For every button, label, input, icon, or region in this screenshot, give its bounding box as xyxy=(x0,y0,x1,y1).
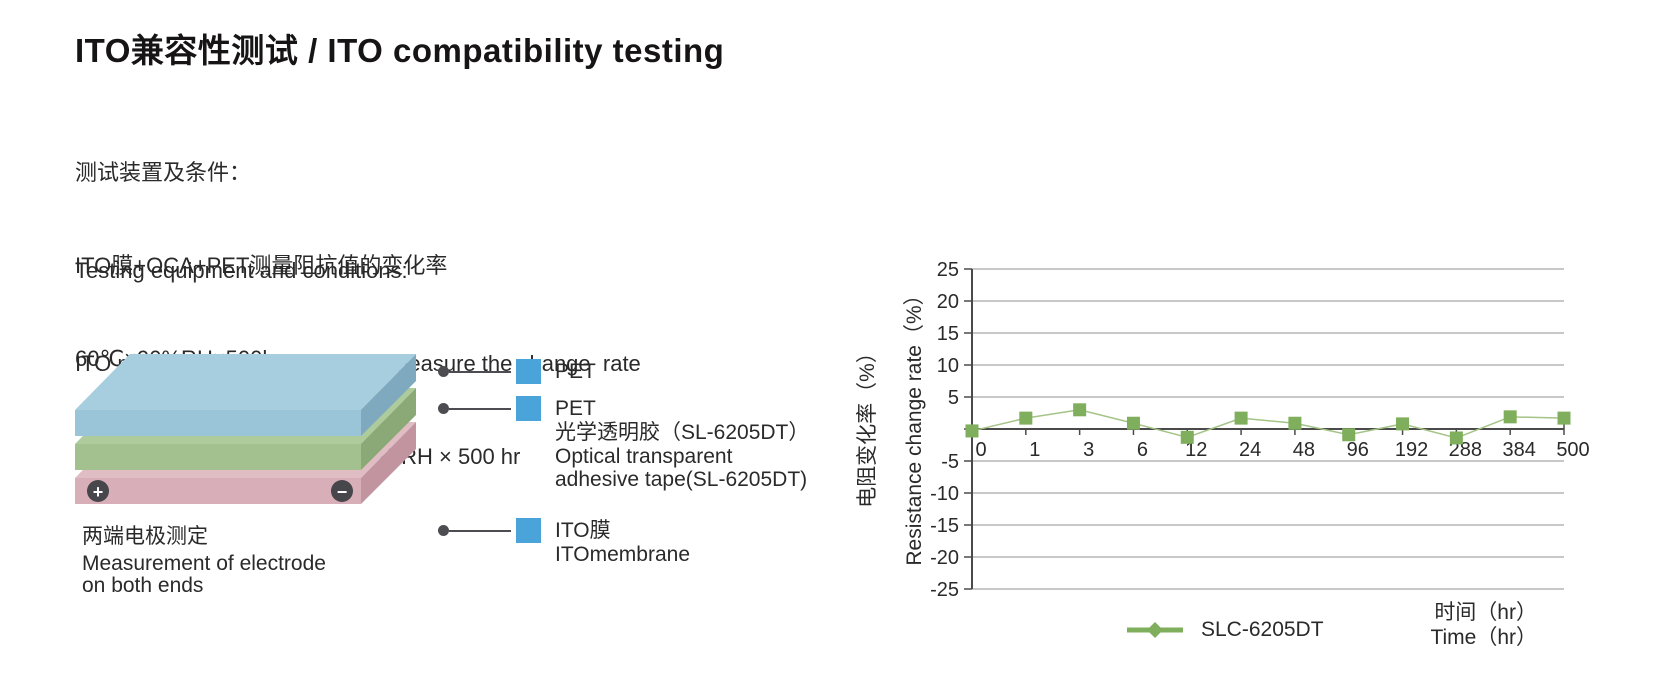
svg-text:5: 5 xyxy=(948,387,959,409)
legend-color-swatch xyxy=(516,518,541,543)
y-axis-label-en: Resistance change rate（%） xyxy=(903,284,926,566)
diagram-caption-en-line2: on both ends xyxy=(82,574,204,597)
conditions-en-line1: Testing equipment and conditions: xyxy=(75,258,408,283)
x-axis-label: 时间（hr） Time（hr） xyxy=(1430,600,1537,650)
svg-text:-10: -10 xyxy=(930,483,959,505)
svg-text:192: 192 xyxy=(1395,439,1428,461)
svg-text:500: 500 xyxy=(1556,439,1589,461)
electrode-minus-icon xyxy=(331,480,353,502)
callout-label: ITO膜 xyxy=(555,519,611,542)
electrode-plus-sign: + xyxy=(93,482,104,502)
svg-text:15: 15 xyxy=(937,323,959,345)
callout-row-ito: ITO膜 ITOmembrane xyxy=(438,518,690,567)
svg-text:20: 20 xyxy=(937,291,959,313)
svg-text:48: 48 xyxy=(1293,439,1315,461)
chart-legend: SLC-6205DT xyxy=(1127,618,1324,642)
svg-text:-5: -5 xyxy=(941,451,959,473)
electrode-minus-sign: − xyxy=(337,482,348,502)
legend-color-swatch xyxy=(516,359,541,384)
svg-text:25: 25 xyxy=(937,259,959,281)
diagram-caption-en-line1: Measurement of electrode xyxy=(82,552,326,575)
legend-color-swatch xyxy=(516,396,541,421)
conditions-zh-line2: ITO膜+OCA+PET测量阻抗值的变化率 xyxy=(75,253,448,278)
chart-plot: 25 20 15 10 5 -5 -10 -15 -20 -25 0 1 3 6 12 24 48 96 192 28… xyxy=(930,259,1590,601)
diagram-caption: 两端电极测定 Measurement of electrode on both … xyxy=(82,524,326,597)
conditions-zh-line1: 测试装置及条件： xyxy=(75,160,252,185)
callout-sub-line: adhesive tape(SL-6205DT) xyxy=(555,468,808,491)
svg-text:3: 3 xyxy=(1083,439,1094,461)
callout-label: PET xyxy=(555,360,596,383)
callout-sub-line: ITOmembrane xyxy=(555,543,690,566)
x-axis-label-en: Time（hr） xyxy=(1430,626,1537,649)
callout-sub-line: Optical transparent xyxy=(555,444,733,468)
callout-dot-icon xyxy=(438,525,449,536)
page-title: ITO兼容性测试 / ITO compatibility testing xyxy=(75,32,725,69)
legend-line-marker-icon xyxy=(1127,622,1183,638)
callout-row-pet-top: PET xyxy=(438,359,596,384)
layer-stack-diagram: + − xyxy=(70,348,430,523)
svg-text:-20: -20 xyxy=(930,547,959,569)
svg-text:10: 10 xyxy=(937,355,959,377)
svg-text:384: 384 xyxy=(1502,439,1535,461)
chart-legend-label: SLC-6205DT xyxy=(1201,618,1324,641)
y-axis-label-zh: 电阻变化率（%） xyxy=(856,342,879,508)
callout-line xyxy=(449,407,511,410)
callout-sub-line: 光学透明胶（SL-6205DT） xyxy=(555,421,810,444)
callout-dot-icon xyxy=(438,366,449,377)
svg-text:-15: -15 xyxy=(930,515,959,537)
diagram-caption-zh: 两端电极测定 xyxy=(82,525,208,548)
electrode-plus-icon xyxy=(87,480,109,502)
svg-text:96: 96 xyxy=(1347,439,1369,461)
svg-text:1: 1 xyxy=(1029,439,1040,461)
x-axis-label-zh: 时间（hr） xyxy=(1434,601,1537,624)
layer-stack-svg: + − xyxy=(75,354,416,504)
svg-text:0: 0 xyxy=(975,439,986,461)
pet-layer-shape xyxy=(75,354,416,436)
callout-line xyxy=(449,529,511,532)
svg-text:288: 288 xyxy=(1449,439,1482,461)
svg-text:12: 12 xyxy=(1185,439,1207,461)
svg-text:-25: -25 xyxy=(930,579,959,601)
callout-row-pet-adhesive: PET 光学透明胶（SL-6205DT） Optical transparent… xyxy=(438,396,809,492)
svg-text:24: 24 xyxy=(1239,439,1261,461)
svg-text:6: 6 xyxy=(1137,439,1148,461)
resistance-chart: 电阻变化率（%） Resistance change rate（%） 25 20 1… xyxy=(825,240,1625,670)
callout-dot-icon xyxy=(438,403,449,414)
callout-label: PET xyxy=(555,397,596,420)
callout-line xyxy=(449,370,511,373)
